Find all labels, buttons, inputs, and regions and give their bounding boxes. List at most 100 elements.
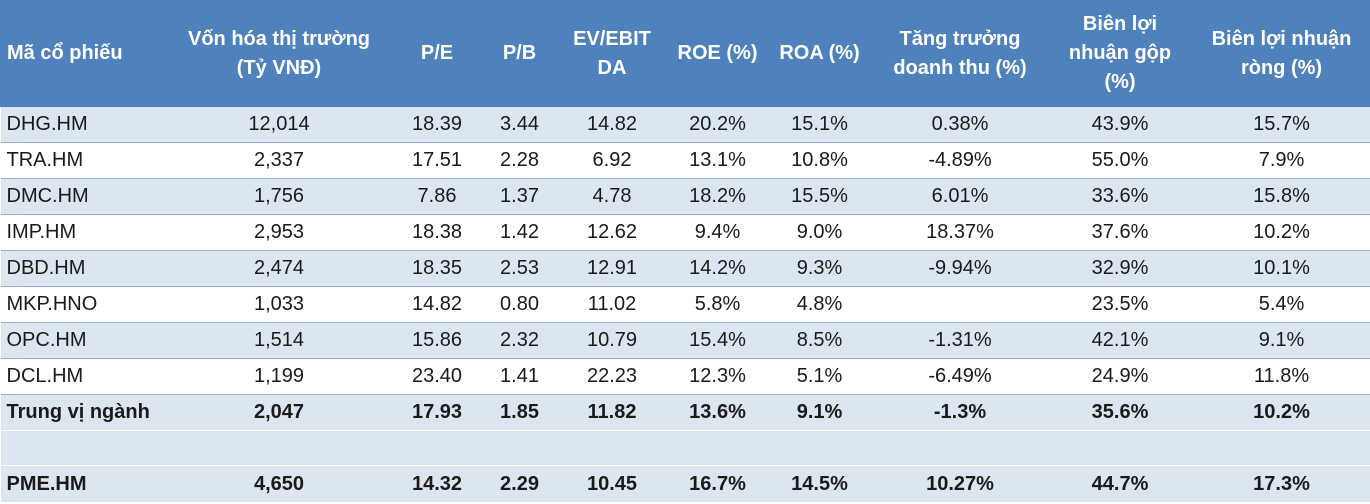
cell-pb: 2.32 [483,322,556,359]
cell-revenue-growth: -1.3% [872,394,1048,431]
cell-ev-ebitda: 6.92 [555,142,669,179]
cell-revenue-growth: 18.37% [872,214,1048,251]
cell-revenue-growth: -6.49% [872,358,1048,395]
cell-revenue-growth: 6.01% [872,178,1048,215]
cell-ev-ebitda: 10.45 [555,465,669,502]
cell-ticker: MKP.HNO [0,286,168,323]
cell-ev-ebitda [555,430,669,466]
cell-market-cap: 1,199 [167,358,391,395]
header-ticker: Mã cổ phiếu [0,0,168,107]
cell-ticker: DBD.HM [0,250,168,287]
cell-roa: 4.8% [766,286,873,323]
cell-pb: 1.42 [483,214,556,251]
cell-net-margin: 10.2% [1192,394,1370,431]
cell-ev-ebitda: 11.82 [555,394,669,431]
cell-roa: 14.5% [766,465,873,502]
cell-market-cap [167,430,391,466]
cell-pe [390,430,484,466]
cell-pb: 2.28 [483,142,556,179]
cell-ev-ebitda: 12.91 [555,250,669,287]
cell-roe: 9.4% [668,214,767,251]
cell-ev-ebitda: 4.78 [555,178,669,215]
cell-market-cap: 12,014 [167,106,391,143]
cell-market-cap: 2,953 [167,214,391,251]
table-body: DHG.HM 12,014 18.39 3.44 14.82 20.2% 15.1% 0.38… [0,106,1370,502]
cell-roa: 9.0% [766,214,873,251]
cell-pe: 7.86 [390,178,484,215]
cell-pb: 2.29 [483,465,556,502]
cell-gross-margin: 55.0% [1047,142,1193,179]
median-row: Trung vị ngành 2,047 17.93 1.85 11.82 13.6% 9.… [0,394,1370,431]
cell-ticker: IMP.HM [0,214,168,251]
cell-gross-margin: 35.6% [1047,394,1193,431]
cell-roa: 15.5% [766,178,873,215]
cell-net-margin: 7.9% [1192,142,1370,179]
cell-revenue-growth: -1.31% [872,322,1048,359]
cell-revenue-growth [872,286,1048,323]
cell-gross-margin: 43.9% [1047,106,1193,143]
table-row: DHG.HM 12,014 18.39 3.44 14.82 20.2% 15.1% 0.38… [0,106,1370,143]
cell-roe: 20.2% [668,106,767,143]
cell-ev-ebitda: 12.62 [555,214,669,251]
cell-ticker: DMC.HM [0,178,168,215]
cell-roa: 10.8% [766,142,873,179]
cell-market-cap: 2,047 [167,394,391,431]
table-row: TRA.HM 2,337 17.51 2.28 6.92 13.1% 10.8% -4.89%… [0,142,1370,179]
cell-gross-margin: 32.9% [1047,250,1193,287]
cell-roe: 13.1% [668,142,767,179]
cell-roe [668,430,767,466]
cell-roe: 14.2% [668,250,767,287]
cell-gross-margin: 24.9% [1047,358,1193,395]
cell-net-margin: 15.8% [1192,178,1370,215]
cell-pb: 1.41 [483,358,556,395]
cell-net-margin: 15.7% [1192,106,1370,143]
cell-pe: 15.86 [390,322,484,359]
table-row: DBD.HM 2,474 18.35 2.53 12.91 14.2% 9.3% -9.94%… [0,250,1370,287]
header-ev-ebitda: EV/EBIT DA [555,0,669,107]
cell-net-margin: 10.1% [1192,250,1370,287]
cell-pb: 0.80 [483,286,556,323]
cell-roa: 9.3% [766,250,873,287]
header-market-cap: Vốn hóa thị trường (Tỷ VNĐ) [167,0,391,107]
cell-pe: 18.39 [390,106,484,143]
cell-roe: 13.6% [668,394,767,431]
cell-pb: 1.85 [483,394,556,431]
cell-net-margin [1192,430,1370,466]
cell-ticker: PME.HM [0,465,168,502]
cell-gross-margin: 23.5% [1047,286,1193,323]
cell-roa [766,430,873,466]
cell-ticker: TRA.HM [0,142,168,179]
table-header: Mã cổ phiếu Vốn hóa thị trường (Tỷ VNĐ) … [0,0,1370,107]
cell-revenue-growth: -9.94% [872,250,1048,287]
cell-pe: 17.93 [390,394,484,431]
header-pb: P/B [483,0,556,107]
header-row: Mã cổ phiếu Vốn hóa thị trường (Tỷ VNĐ) … [0,0,1370,107]
cell-market-cap: 2,474 [167,250,391,287]
cell-gross-margin: 37.6% [1047,214,1193,251]
cell-pe: 18.35 [390,250,484,287]
cell-gross-margin: 33.6% [1047,178,1193,215]
header-pe: P/E [390,0,484,107]
cell-pb: 2.53 [483,250,556,287]
cell-revenue-growth: -4.89% [872,142,1048,179]
cell-market-cap: 1,514 [167,322,391,359]
cell-pb: 3.44 [483,106,556,143]
cell-roa: 15.1% [766,106,873,143]
cell-pe: 14.82 [390,286,484,323]
cell-roe: 18.2% [668,178,767,215]
cell-roe: 16.7% [668,465,767,502]
cell-ev-ebitda: 11.02 [555,286,669,323]
cell-roa: 9.1% [766,394,873,431]
target-row: PME.HM 4,650 14.32 2.29 10.45 16.7% 14.5% 10.27… [0,465,1370,502]
cell-pe: 14.32 [390,465,484,502]
cell-revenue-growth [872,430,1048,466]
cell-roe: 5.8% [668,286,767,323]
cell-ticker: DHG.HM [0,106,168,143]
cell-roa: 8.5% [766,322,873,359]
header-roa: ROA (%) [766,0,873,107]
table-row: MKP.HNO 1,033 14.82 0.80 11.02 5.8% 4.8% 23.5% 5… [0,286,1370,323]
cell-net-margin: 5.4% [1192,286,1370,323]
table-row: IMP.HM 2,953 18.38 1.42 12.62 9.4% 9.0% 18.37% 3… [0,214,1370,251]
table-row: OPC.HM 1,514 15.86 2.32 10.79 15.4% 8.5% -1.31%… [0,322,1370,359]
